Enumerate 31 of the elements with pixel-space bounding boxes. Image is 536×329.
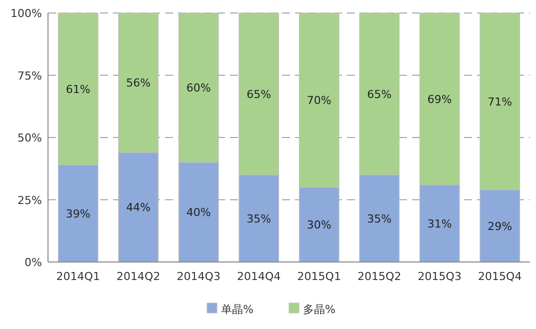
data-label: 29% [488, 220, 512, 233]
data-label: 44% [126, 201, 151, 214]
x-tick-label: 2014Q3 [176, 270, 220, 283]
data-label: 65% [246, 88, 272, 101]
data-label: 71% [488, 95, 512, 108]
x-tick-label: 2014Q4 [237, 270, 281, 283]
x-tick-label: 2014Q1 [56, 270, 100, 283]
data-label: 60% [186, 82, 211, 95]
data-label: 65% [367, 88, 392, 101]
y-tick-label: 25% [18, 194, 42, 207]
x-tick-label: 2015Q4 [478, 270, 522, 283]
data-label: 35% [367, 212, 392, 226]
y-tick-label: 0% [24, 256, 42, 269]
legend-label: 多晶% [303, 303, 336, 316]
data-label: 40% [186, 206, 211, 220]
x-tick-label: 2015Q2 [358, 270, 402, 283]
x-tick-label: 2015Q1 [297, 270, 341, 283]
data-label: 31% [427, 217, 452, 230]
data-label: 35% [246, 212, 272, 226]
y-tick-label: 75% [18, 69, 42, 82]
data-label: 39% [66, 207, 90, 220]
data-label: 56% [126, 76, 151, 90]
y-tick-label: 100% [10, 7, 42, 20]
data-label: 61% [66, 82, 90, 96]
y-tick-label: 50% [18, 132, 42, 144]
x-tick-label: 2014Q2 [116, 270, 160, 283]
data-label: 30% [306, 218, 332, 232]
x-tick-label: 2015Q3 [418, 270, 462, 283]
data-label: 69% [427, 92, 452, 106]
legend-label: 单晶% [221, 303, 254, 316]
data-label: 70% [306, 94, 332, 108]
